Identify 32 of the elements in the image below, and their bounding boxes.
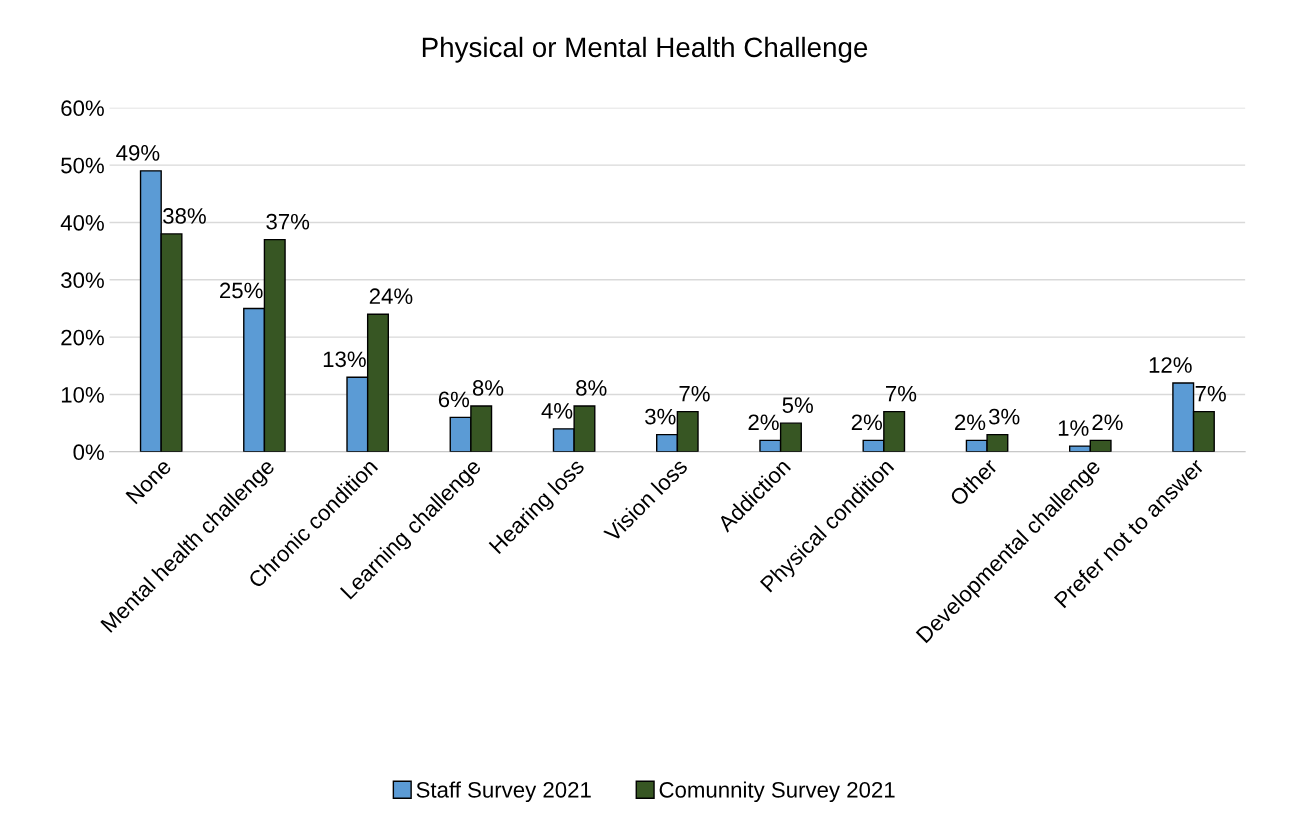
legend-label: Staff Survey 2021 bbox=[416, 781, 591, 803]
data-label: 7% bbox=[886, 385, 917, 402]
data-label: 1% bbox=[1058, 420, 1089, 436]
data-label: 5% bbox=[782, 397, 813, 414]
y-tick-label: 0% bbox=[73, 444, 104, 461]
data-label: 13% bbox=[323, 351, 366, 368]
data-label: 2% bbox=[748, 414, 779, 431]
y-tick-label: 20% bbox=[61, 329, 104, 346]
data-label: 7% bbox=[1195, 385, 1226, 402]
y-tick-label: 50% bbox=[61, 157, 104, 174]
data-label: 12% bbox=[1149, 357, 1192, 373]
data-label: 7% bbox=[679, 385, 710, 402]
data-label: 3% bbox=[645, 408, 676, 425]
data-label: 6% bbox=[438, 391, 470, 408]
data-label: 25% bbox=[220, 282, 263, 299]
data-label: 2% bbox=[851, 414, 883, 431]
y-tick-label: 10% bbox=[61, 387, 104, 403]
y-tick-label: 60% bbox=[61, 100, 104, 117]
data-label: 2% bbox=[1092, 414, 1123, 431]
data-label: 24% bbox=[369, 288, 413, 304]
data-label: 8% bbox=[472, 380, 504, 396]
data-label: 38% bbox=[163, 208, 206, 224]
data-label: 4% bbox=[541, 403, 573, 419]
data-label: 3% bbox=[988, 408, 1020, 425]
y-tick-label: 40% bbox=[60, 214, 104, 231]
legend-label: Comunnity Survey 2021 bbox=[659, 781, 895, 803]
y-tick-label: 30% bbox=[61, 272, 104, 289]
chart-title: Physical or Mental Health Challenge bbox=[422, 36, 868, 63]
data-label: 2% bbox=[955, 414, 986, 431]
data-label: 49% bbox=[116, 144, 160, 161]
data-label: 8% bbox=[576, 380, 607, 396]
data-label: 37% bbox=[266, 213, 310, 230]
